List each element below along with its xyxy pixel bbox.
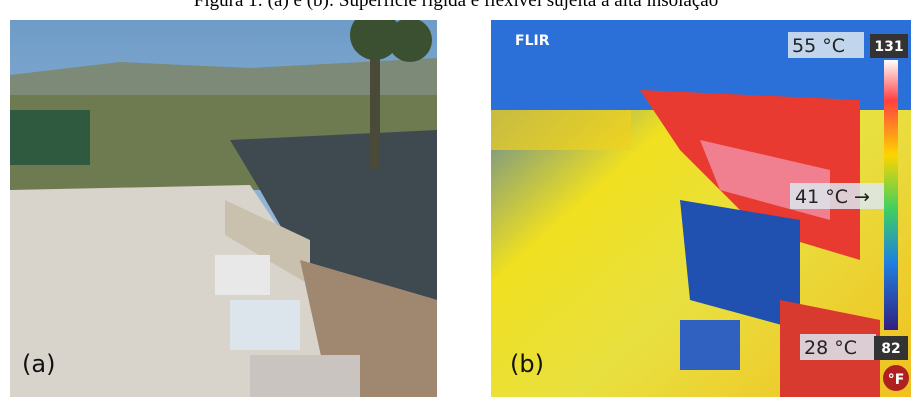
max-temp: 55 °C xyxy=(792,35,845,57)
spot-temp: 41 °C → xyxy=(795,186,870,208)
max-f: 131 xyxy=(874,39,903,55)
panel-label: (a) xyxy=(22,350,55,378)
caption: Figura 1: (a) e (b): Superfície rígida e… xyxy=(194,0,718,11)
panel-label: (b) xyxy=(510,350,544,378)
photo-b: FLIR 55 °C 131 41 °C → 28 °C 82 °F (b) xyxy=(491,20,911,397)
min-temp: 28 °C xyxy=(804,337,857,359)
page: Figura 1: (a) e (b): Superfície rígida e… xyxy=(0,0,913,397)
unit: °F xyxy=(888,372,905,388)
photo-a: (a) xyxy=(10,10,437,397)
figure: Figura 1: (a) e (b): Superfície rígida e… xyxy=(0,0,913,397)
min-f: 82 xyxy=(881,341,900,357)
brand: FLIR xyxy=(515,33,550,49)
